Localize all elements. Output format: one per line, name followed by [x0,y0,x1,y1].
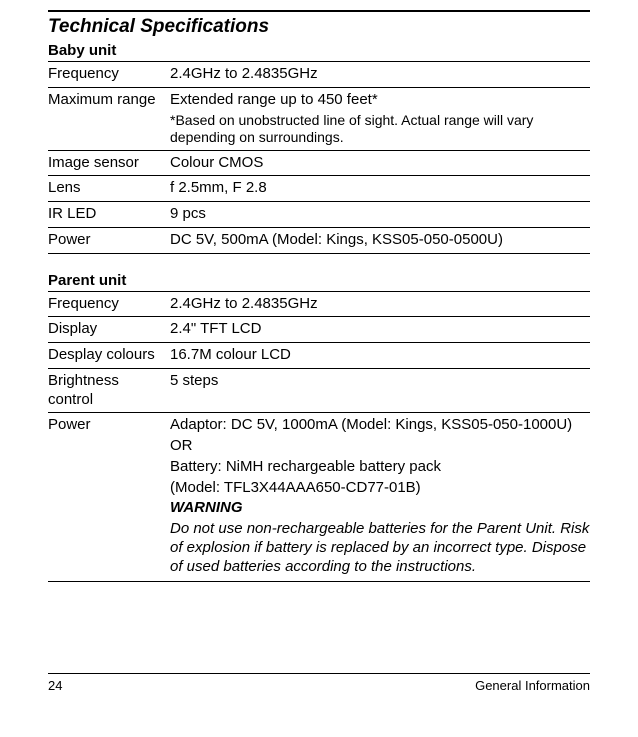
section-title: Technical Specifications [48,16,590,38]
spec-label: Image sensor [48,150,170,176]
spec-label: Desplay colours [48,343,170,369]
table-row: Display 2.4" TFT LCD [48,317,590,343]
spec-note: *Based on unobstructed line of sight. Ac… [170,112,590,147]
spec-value: Colour CMOS [170,150,590,176]
table-row: Frequency 2.4GHz to 2.4835GHz [48,291,590,317]
warning-heading: WARNING [170,499,590,518]
spec-value: 16.7M colour LCD [170,343,590,369]
power-battery: Battery: NiMH rechargeable battery pack [170,458,590,477]
power-adaptor: Adaptor: DC 5V, 1000mA (Model: Kings, KS… [170,416,590,435]
table-row: Desplay colours 16.7M colour LCD [48,343,590,369]
spec-value: DC 5V, 500mA (Model: Kings, KSS05-050-05… [170,227,590,253]
table-row: Power Adaptor: DC 5V, 1000mA (Model: Kin… [48,413,590,582]
table-row: Image sensor Colour CMOS [48,150,590,176]
spec-value: 2.4GHz to 2.4835GHz [170,291,590,317]
table-row: Brightness control 5 steps [48,368,590,413]
spec-value: 2.4GHz to 2.4835GHz [170,62,590,88]
power-battery-model: (Model: TFL3X44AAA650-CD77-01B) [170,479,590,498]
table-row: Lens f 2.5mm, F 2.8 [48,176,590,202]
spec-value: 5 steps [170,368,590,413]
parent-unit-table: Frequency 2.4GHz to 2.4835GHz Display 2.… [48,291,590,583]
parent-unit-heading: Parent unit [48,272,590,289]
spec-label: Display [48,317,170,343]
spec-value: Adaptor: DC 5V, 1000mA (Model: Kings, KS… [170,413,590,582]
footer-section: General Information [475,678,590,693]
spec-value: 2.4" TFT LCD [170,317,590,343]
spec-label: Power [48,227,170,253]
table-row: Power DC 5V, 500mA (Model: Kings, KSS05-… [48,227,590,253]
spec-label: Lens [48,176,170,202]
baby-unit-table: Frequency 2.4GHz to 2.4835GHz Maximum ra… [48,61,590,254]
spec-value: f 2.5mm, F 2.8 [170,176,590,202]
warning-body: Do not use non-rechargeable batteries fo… [170,520,590,576]
spec-label: Brightness control [48,368,170,413]
spec-value: Extended range up to 450 feet* *Based on… [170,87,590,150]
page-footer: 24 General Information [48,673,590,693]
spec-label: Frequency [48,291,170,317]
table-row: IR LED 9 pcs [48,202,590,228]
table-row: Frequency 2.4GHz to 2.4835GHz [48,62,590,88]
spec-value: 9 pcs [170,202,590,228]
baby-unit-heading: Baby unit [48,42,590,59]
spec-label: Maximum range [48,87,170,150]
spec-label: Frequency [48,62,170,88]
power-or: OR [170,437,590,456]
spec-label: Power [48,413,170,582]
table-row: Maximum range Extended range up to 450 f… [48,87,590,150]
page-number: 24 [48,678,62,693]
spec-label: IR LED [48,202,170,228]
